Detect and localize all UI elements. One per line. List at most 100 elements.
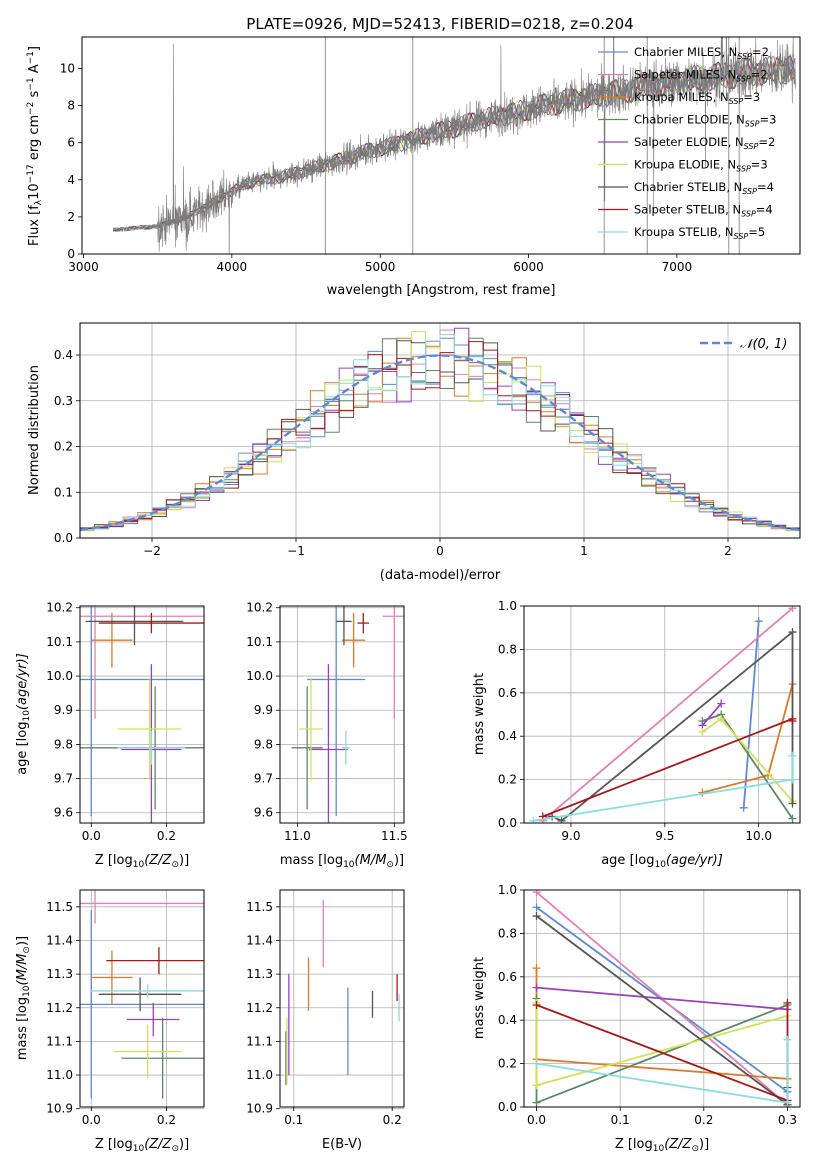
legend-name: Kroupa MILES: [634, 90, 713, 104]
y-tick-label: 9.7: [54, 772, 73, 786]
weight-point: [532, 903, 541, 912]
legend-nssp: =2: [752, 45, 769, 59]
axes-frame: [523, 889, 801, 1108]
y-tick-label: 0.6: [498, 970, 517, 984]
label-part: (age/yr)]: [15, 653, 30, 710]
x-tick-label: 3000: [68, 260, 99, 274]
label-part: (Z/Z: [144, 1137, 172, 1152]
x-tick-label: 5000: [365, 260, 396, 274]
weight-point: [532, 1059, 541, 1068]
legend-n: , N: [726, 180, 742, 194]
x-tick-label: 0.1: [611, 1113, 630, 1127]
y-tick-label: 9.8: [54, 737, 73, 751]
legend-sub: SSP: [737, 52, 752, 61]
x-tick-label: 11.5: [381, 829, 408, 843]
weight-point: [788, 814, 797, 823]
x-tick-label: 6000: [513, 260, 544, 274]
legend-entry: Salpeter MILES, NSSP=2: [634, 68, 768, 84]
y-tick-label: 4: [67, 173, 75, 187]
legend-n: , N: [721, 45, 737, 59]
y-tick-label: 11.2: [46, 1001, 73, 1015]
label-part: 10: [133, 1144, 145, 1154]
weight-point: [754, 617, 763, 626]
x-tick-label: 0.2: [694, 1113, 713, 1127]
label-part: 10: [133, 860, 145, 870]
x-axis-label: Z [log10(Z/Z⊙)]: [95, 1137, 189, 1154]
weight-point: [783, 998, 792, 1007]
label-part: 10: [22, 710, 32, 722]
legend-sub: SSP: [734, 232, 749, 241]
label-part: (Z/Z: [144, 853, 172, 868]
y-tick-label: 11.3: [46, 967, 73, 981]
y-tick-label: 0.6: [498, 686, 517, 700]
plot-area: [80, 890, 204, 1099]
age-vs-metallicity-plot: 0.0 0.29.69.79.89.910.010.110.2Z [log10(Z…: [15, 601, 205, 870]
y-tick-label: 0.3: [54, 394, 73, 408]
y-tick-label: 1.0: [498, 883, 517, 897]
y-tick-label: 2: [67, 210, 75, 224]
legend-name: Kroupa ELODIE: [634, 158, 720, 172]
legend-n: , N: [720, 68, 736, 82]
y-tick-label: 9.7: [254, 772, 273, 786]
x-axis-label: E(B-V): [322, 1137, 362, 1152]
plot-area: [285, 900, 400, 1086]
label-part: Z [log: [95, 853, 133, 868]
y-tick-label: 0.1: [54, 485, 73, 499]
y-tick-label: 0.4: [498, 729, 517, 743]
label-part: −17: [26, 164, 36, 183]
label-part: erg cm: [27, 115, 42, 164]
legend-n: , N: [729, 113, 745, 127]
plot-area: [291, 606, 404, 823]
x-tick-label: 11.0: [284, 829, 311, 843]
axes-frame: [81, 36, 801, 255]
label-part: Flux [f: [27, 205, 42, 246]
x-axis-label: mass [log10(M/M⊙)]: [280, 853, 404, 870]
x-tick-label: 7000: [662, 260, 693, 274]
x-tick-label: 0.2: [157, 829, 176, 843]
legend-name: Chabrier STELIB: [634, 180, 726, 194]
y-tick-label: 10.0: [46, 669, 73, 683]
y-tick-label: 0.4: [498, 1013, 517, 1027]
label-part: )]: [699, 1137, 709, 1152]
x-axis-label: wavelength [Angstrom, rest frame]: [327, 283, 556, 298]
label-part: 10: [654, 860, 666, 870]
label-part: age [log: [15, 722, 30, 775]
legend-n: , N: [720, 158, 736, 172]
y-tick-label: 11.0: [46, 1068, 73, 1082]
y-tick-label: 10.9: [46, 1102, 73, 1116]
y-tick-label: 11.2: [246, 1001, 273, 1015]
weight-line: [536, 1002, 789, 1102]
label-part: ⊙: [171, 860, 179, 870]
legend-entry: Kroupa MILES, NSSP=3: [634, 90, 760, 106]
y-tick-label: 11.1: [46, 1034, 73, 1048]
weight-point: [532, 964, 541, 973]
weight-line: [542, 607, 794, 822]
y-axis-label: Flux [fλ10−17 erg cm−2 s−1 A−1]: [26, 46, 44, 246]
spectrum-data-line: [112, 37, 796, 254]
y-tick-label: 10.9: [246, 1102, 273, 1116]
y-tick-label: 0.0: [498, 816, 517, 830]
legend-n: , N: [713, 90, 729, 104]
legend-entry: Chabrier ELODIE, NSSP=3: [634, 113, 776, 129]
weight-point: [788, 775, 797, 784]
x-tick-label: 0.0: [82, 829, 101, 843]
label-part: ⊙: [171, 1144, 179, 1154]
legend-entry: Salpeter STELIB, NSSP=4: [634, 203, 773, 219]
label-part: (age/yr)]: [666, 853, 723, 868]
legend-entry: Kroupa ELODIE, NSSP=3: [634, 158, 768, 174]
weight-point: [698, 727, 707, 736]
plot-area: [80, 606, 204, 823]
y-tick-label: 6: [67, 136, 75, 150]
age-vs-mass-plot: 11.0 11.5 9.6 9.7 9.8 9.9 10.0 10.1 10.2 mass [lo…: [246, 601, 408, 870]
y-tick-label: 11.4: [46, 933, 73, 947]
label-part: )]: [15, 936, 30, 946]
weight-point: [532, 890, 541, 897]
weight-point: [788, 799, 797, 808]
legend-entry: 𝒩(0, 1): [740, 337, 787, 352]
x-tick-label: 10.0: [745, 829, 772, 843]
y-tick-label: 11.0: [246, 1068, 273, 1082]
spectrum-plot: 3000 4000 5000 6000 7000 0 2 4 6 8 10 wavelength [A…: [26, 36, 801, 298]
x-tick-label: 0.0: [527, 1113, 546, 1127]
label-part: s: [27, 90, 42, 101]
